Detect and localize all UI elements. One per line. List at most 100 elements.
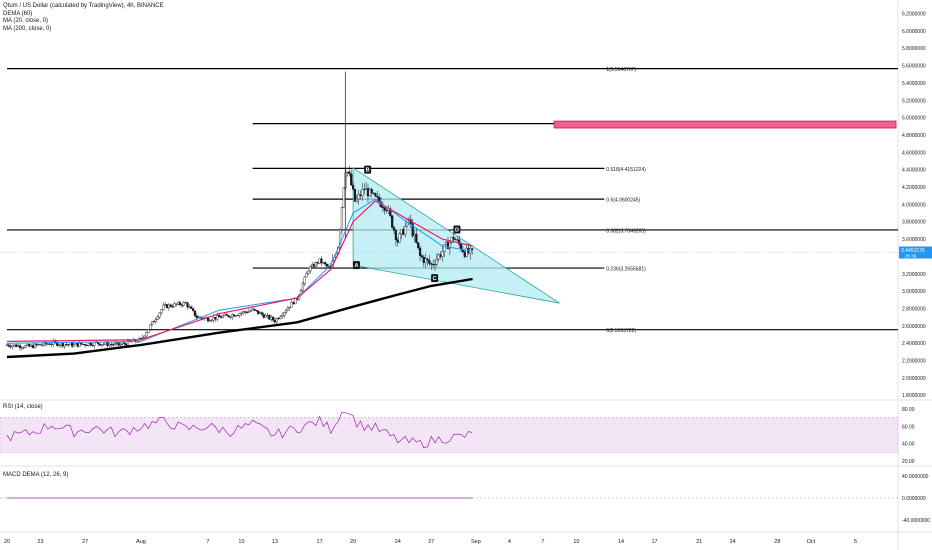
- candle-up: [357, 194, 360, 200]
- wedge-point-labels: A B C D: [352, 165, 461, 283]
- candle-down: [123, 342, 126, 345]
- falling-wedge-pattern[interactable]: [352, 167, 560, 304]
- candle-up: [305, 273, 308, 278]
- candle-up: [149, 324, 152, 330]
- candle-down: [324, 262, 327, 265]
- candle-down: [184, 302, 187, 304]
- candle-down: [165, 304, 169, 309]
- candle-up: [450, 236, 453, 243]
- candle-up: [318, 258, 321, 264]
- candle-up: [311, 264, 314, 268]
- candle-up: [322, 262, 325, 264]
- time-tick-label: 27: [428, 539, 434, 545]
- candle-down: [191, 308, 195, 312]
- rsi-axis: 80.00 60.00 40.00 20.00: [902, 407, 915, 465]
- price-tick-label: 5.6000000: [902, 64, 926, 70]
- candle-down: [359, 194, 362, 197]
- candle-down: [178, 302, 182, 306]
- candle-up: [151, 321, 154, 326]
- candle-up: [121, 342, 124, 345]
- last-price-value: 3.4451576: [901, 248, 925, 254]
- candle-up: [147, 329, 150, 333]
- candle-up: [22, 347, 25, 349]
- macd-axis: 40.0000000 0.0000000 -40.0000000: [902, 474, 930, 524]
- time-tick-label: 28: [774, 539, 780, 545]
- candle-up: [69, 342, 72, 345]
- time-tick-label: 20: [4, 539, 10, 545]
- candle-down: [98, 343, 102, 346]
- candle-down: [426, 258, 429, 261]
- candle-down: [381, 206, 384, 209]
- candle-up: [314, 262, 317, 267]
- candle-up: [221, 315, 224, 318]
- candle-up: [270, 316, 273, 320]
- rsi-line: [6, 411, 473, 449]
- fib-level-label: 0(2.5553722): [606, 328, 636, 334]
- chart-legend: Qtum / US Dollar (calculated by TradingV…: [3, 3, 164, 33]
- candle-up: [301, 283, 304, 291]
- indicator-ma20-label[interactable]: MA (20, close, 0): [3, 18, 49, 24]
- candle-down: [428, 260, 431, 264]
- candle-up: [344, 172, 347, 188]
- candle-down: [175, 303, 178, 305]
- candle-down: [214, 317, 217, 320]
- candle-up: [279, 316, 282, 319]
- candle-up: [281, 315, 284, 317]
- time-tick-label: 17: [317, 539, 323, 545]
- candle-up: [258, 312, 262, 314]
- candle-up: [139, 338, 143, 340]
- candle-up: [63, 344, 66, 347]
- macd-tick-label: 0.0000000: [902, 496, 926, 502]
- rsi-pane-label[interactable]: RSI (14, close): [3, 404, 43, 410]
- candle-up: [223, 314, 226, 317]
- candle-up: [20, 347, 23, 349]
- candle-up: [93, 342, 96, 346]
- candle-down: [268, 314, 271, 320]
- candle-down: [257, 310, 260, 314]
- candle-up: [443, 244, 446, 252]
- rsi-tick-label: 60.00: [902, 424, 915, 430]
- time-tick-label: 10: [573, 539, 579, 545]
- candle-up: [13, 344, 16, 346]
- candle-up: [37, 344, 40, 346]
- candle-down: [376, 196, 379, 198]
- candle-up: [87, 342, 90, 346]
- price-axis[interactable]: 6.2000000 6.0000000 5.8000000 5.6000000 5.40…: [902, 12, 926, 400]
- candle-up: [59, 342, 63, 346]
- indicator-dema-label[interactable]: DEMA (60): [3, 10, 33, 17]
- candle-up: [346, 171, 349, 173]
- time-tick-label: Sep: [471, 539, 481, 545]
- price-tick-label: 4.6000000: [902, 150, 926, 156]
- time-axis[interactable]: 20 23 27 Aug 7 10 13 17 20 24 27 Sep 4 7 10 14 17 21 24 28 O…: [4, 539, 857, 545]
- indicator-ma200-label[interactable]: MA (200, close, 0): [3, 25, 52, 32]
- candle-up: [177, 302, 180, 305]
- time-tick-label: 7: [541, 539, 544, 545]
- price-tick-label: 5.8000000: [902, 46, 926, 52]
- wedge-point-marker: [352, 261, 360, 270]
- candle-up: [433, 264, 437, 266]
- wedge-point-label: C: [433, 276, 437, 282]
- fib-level-label: 0.382(3.7049265): [606, 228, 646, 234]
- target-zone[interactable]: [553, 120, 897, 129]
- candle-up: [17, 345, 20, 347]
- candle-up: [283, 312, 286, 316]
- candle-down: [292, 301, 295, 305]
- candle-up: [288, 306, 291, 309]
- candle-down: [350, 173, 353, 186]
- candle-down: [124, 343, 128, 346]
- time-tick-label: 24: [730, 539, 736, 545]
- time-tick-label: 5: [854, 539, 857, 545]
- candle-up: [441, 251, 444, 257]
- candle-down: [430, 263, 433, 265]
- last-price-tag-box: [899, 246, 932, 259]
- candle-down: [411, 223, 414, 237]
- candle-up: [435, 258, 438, 265]
- price-tick-label: 2.8000000: [902, 306, 926, 312]
- price-tick-label: 3.8000000: [902, 220, 926, 226]
- wedge-point-marker: [453, 225, 461, 234]
- candle-down: [471, 248, 474, 250]
- candle-up: [231, 314, 234, 318]
- macd-pane-label[interactable]: MACD DEMA (12, 26, 9): [3, 472, 69, 478]
- candle-up: [210, 319, 213, 321]
